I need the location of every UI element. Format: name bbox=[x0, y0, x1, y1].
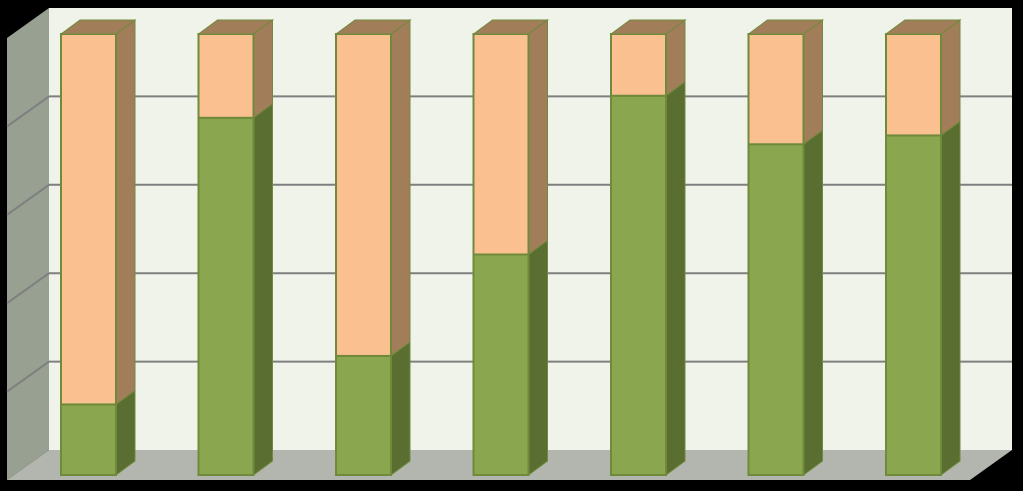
bar-3-0 bbox=[472, 253, 530, 476]
bar-side-2-0 bbox=[390, 340, 411, 476]
bar-4-0 bbox=[610, 94, 667, 477]
gridline-side bbox=[6, 360, 50, 393]
bar-1-0 bbox=[197, 116, 255, 476]
bars bbox=[59, 19, 962, 477]
bar-5-1 bbox=[747, 33, 805, 146]
bar-side-3-0 bbox=[528, 239, 548, 476]
bar-side-4-0 bbox=[665, 80, 686, 476]
side-wall bbox=[7, 8, 49, 480]
bar-side-6-0 bbox=[940, 120, 961, 476]
bar-6-0 bbox=[885, 134, 942, 476]
bar-top-5 bbox=[746, 19, 825, 35]
bar-side-0-1 bbox=[115, 19, 136, 406]
bar-2-1 bbox=[335, 33, 392, 357]
bar-side-2-1 bbox=[390, 19, 411, 357]
bar-4-1 bbox=[610, 33, 667, 97]
bar-0-1 bbox=[60, 33, 117, 406]
bar-side-1-1 bbox=[253, 19, 273, 119]
gridline-side bbox=[6, 95, 50, 128]
bar-top-6 bbox=[884, 19, 962, 35]
bar-0-0 bbox=[60, 403, 117, 476]
bar-1-1 bbox=[197, 33, 255, 119]
bar-5-0 bbox=[747, 143, 805, 476]
bar-top-0 bbox=[59, 19, 137, 35]
bar-top-4 bbox=[609, 19, 687, 35]
gridline-side bbox=[6, 272, 50, 305]
bar-top-1 bbox=[196, 19, 275, 35]
bar-2-0 bbox=[335, 354, 392, 476]
bar-side-5-1 bbox=[803, 19, 823, 146]
bar-side-3-1 bbox=[528, 19, 548, 256]
gridline-side bbox=[6, 183, 50, 216]
bar-side-1-0 bbox=[253, 102, 273, 476]
bar-side-0-0 bbox=[115, 389, 136, 476]
bar-3-1 bbox=[472, 33, 530, 256]
bar-side-6-1 bbox=[940, 19, 961, 137]
bar-top-3 bbox=[471, 19, 550, 35]
bar-6-1 bbox=[885, 33, 942, 137]
bar-top-2 bbox=[334, 19, 412, 35]
bar-side-5-0 bbox=[803, 129, 823, 476]
